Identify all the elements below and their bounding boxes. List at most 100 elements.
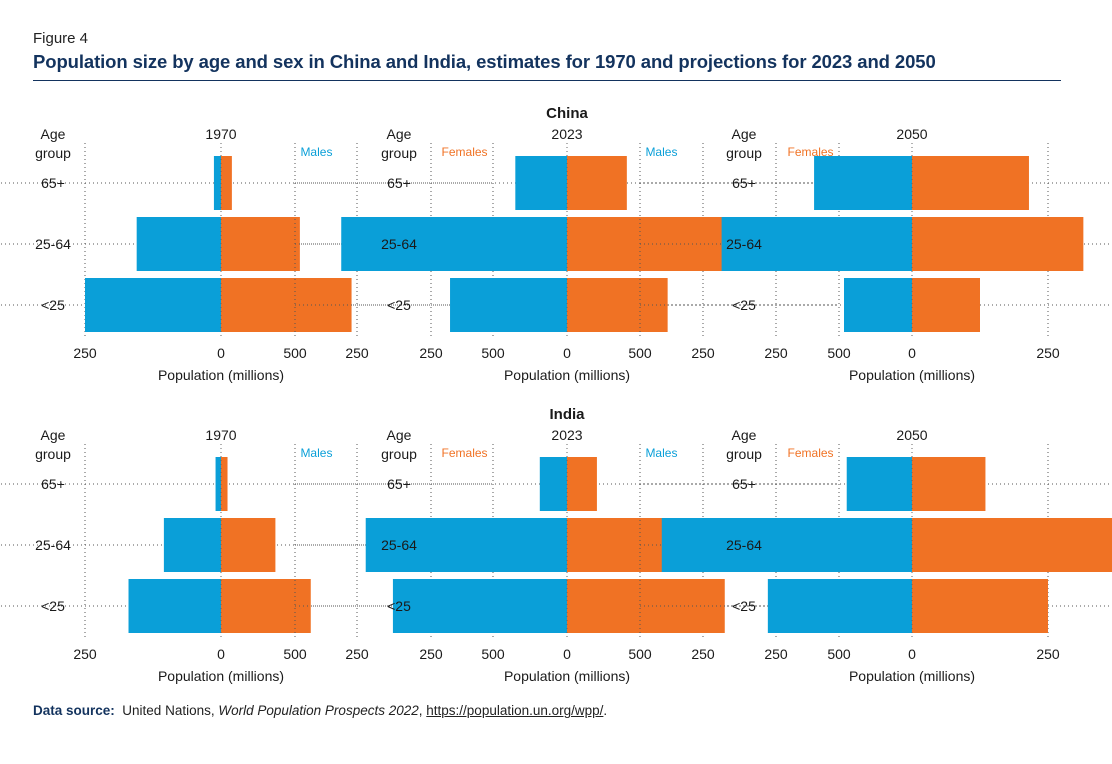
data-source: Data source: United Nations, World Popul… — [33, 703, 607, 718]
india-2050-ylabel-line2: group — [726, 446, 762, 462]
india-2050-x-tick-3: 250 — [1036, 646, 1060, 662]
china-2023-bar-females-0 — [567, 156, 627, 210]
china-1970-ylabel-line2: group — [35, 145, 71, 161]
india-2023-bar-females-2 — [567, 579, 725, 633]
china-2023-x-tick-2: 0 — [563, 345, 571, 361]
india-2023-year-title: 2023 — [551, 427, 582, 443]
china-2050-age-tick-0: 65+ — [732, 175, 756, 191]
india-2023-bar-males-0 — [539, 457, 567, 511]
india-1970-x-tick-1: 250 — [73, 646, 97, 662]
china-1970-x-tick-1: 250 — [73, 345, 97, 361]
india-2050-legend-males: Males — [645, 446, 677, 460]
china-1970-year-title: 1970 — [205, 126, 236, 142]
china-country-heading: China — [546, 105, 588, 122]
india-2050-age-tick-1: 25-64 — [726, 537, 762, 553]
india-1970-bar-females-0 — [221, 457, 228, 511]
india-2050-bar-males-0 — [846, 457, 912, 511]
china-2023-bar-males-2 — [450, 278, 567, 332]
india-1970-bar-males-1 — [163, 518, 221, 572]
india-1970-bar-females-2 — [221, 579, 311, 633]
china-2050-bar-males-0 — [814, 156, 912, 210]
india-2050-bar-males-1 — [661, 518, 912, 572]
china-2023-age-tick-1: 25-64 — [381, 236, 417, 252]
data-source-separator: , — [418, 703, 423, 718]
india-2023-ylabel-line2: group — [381, 446, 417, 462]
india-2023-bar-males-2 — [392, 579, 567, 633]
india-1970-bar-males-2 — [128, 579, 221, 633]
china-1970-age-tick-2: <25 — [41, 297, 65, 313]
india-1970-age-tick-2: <25 — [41, 598, 65, 614]
title-divider — [33, 80, 1061, 81]
india-1970-x-tick-4: 500 — [481, 646, 505, 662]
china-2050-bar-males-1 — [721, 217, 912, 271]
india-2050-x-tick-1: 250 — [764, 646, 788, 662]
india-1970-year-title: 1970 — [205, 427, 236, 443]
china-1970-x-tick-4: 500 — [481, 345, 505, 361]
india-2023-legend-males: Males — [300, 446, 332, 460]
china-2023-ylabel-line2: group — [381, 145, 417, 161]
china-1970-x-tick-3: 250 — [345, 345, 369, 361]
china-2050-age-tick-1: 25-64 — [726, 236, 762, 252]
india-2023-x-tick-1: 250 — [419, 646, 443, 662]
china-1970-legend-females: Females — [442, 145, 488, 159]
china-2023-age-tick-2: <25 — [387, 297, 411, 313]
china-1970-x-tick-2: 0 — [217, 345, 225, 361]
india-1970-legend-females: Females — [442, 446, 488, 460]
china-1970-bar-males-0 — [213, 156, 221, 210]
india-2050-bar-females-1 — [912, 518, 1112, 572]
india-2023-age-tick-1: 25-64 — [381, 537, 417, 553]
china-2023-year-title: 2023 — [551, 126, 582, 142]
india-1970-ylabel-line2: group — [35, 446, 71, 462]
china-1970-xlabel: Population (millions) — [158, 367, 284, 383]
china-2023-legend-females: Females — [788, 145, 834, 159]
china-2023-bar-males-1 — [341, 217, 567, 271]
china-2023-age-tick-0: 65+ — [387, 175, 411, 191]
figure-title: Population size by age and sex in China … — [33, 51, 936, 72]
india-2023-x-tick-0: 500 — [283, 646, 307, 662]
china-2050-bar-females-1 — [912, 217, 1084, 271]
india-1970-bar-females-1 — [221, 518, 276, 572]
india-2023-age-tick-0: 65+ — [387, 476, 411, 492]
data-source-link[interactable]: https://population.un.org/wpp/ — [426, 703, 604, 718]
china-2050-x-tick-3: 250 — [1036, 345, 1060, 361]
india-1970-x-tick-2: 0 — [217, 646, 225, 662]
china-2023-legend-males: Males — [300, 145, 332, 159]
india-2023-legend-females: Females — [788, 446, 834, 460]
china-2023-x-tick-3: 250 — [691, 345, 715, 361]
china-2050-x-tick-0: 500 — [628, 345, 652, 361]
china-2023-x-tick-0: 500 — [283, 345, 307, 361]
data-source-publication: World Population Prospects 2022 — [218, 703, 419, 718]
india-2050-ylabel-line1: Age — [732, 427, 757, 443]
china-2050-bar-males-2 — [844, 278, 912, 332]
china-2023-ylabel-line1: Age — [387, 126, 412, 142]
china-2050-ylabel-line1: Age — [732, 126, 757, 142]
china-1970-bar-males-1 — [136, 217, 221, 271]
china-2050-x-tick-2: 0 — [908, 345, 916, 361]
india-2050-bar-males-2 — [767, 579, 912, 633]
india-1970-bar-males-0 — [215, 457, 221, 511]
china-1970-bar-females-1 — [221, 217, 300, 271]
china-2050-ylabel-line2: group — [726, 145, 762, 161]
china-1970-bar-females-2 — [221, 278, 352, 332]
china-1970-ylabel-line1: Age — [41, 126, 66, 142]
china-2050-xlabel: Population (millions) — [849, 367, 975, 383]
india-1970-xlabel: Population (millions) — [158, 668, 284, 684]
china-2050-year-title: 2050 — [896, 126, 927, 142]
india-2050-x-tick-0: 500 — [628, 646, 652, 662]
india-2023-bar-females-0 — [567, 457, 597, 511]
china-2023-x-tick-4: 500 — [827, 345, 851, 361]
india-2050-bar-females-0 — [912, 457, 986, 511]
china-1970-bar-females-0 — [221, 156, 232, 210]
china-2050-age-tick-2: <25 — [732, 297, 756, 313]
india-country-heading: India — [549, 406, 585, 423]
india-2050-age-tick-2: <25 — [732, 598, 756, 614]
india-2023-x-tick-2: 0 — [563, 646, 571, 662]
india-2050-year-title: 2050 — [896, 427, 927, 443]
india-2023-age-tick-2: <25 — [387, 598, 411, 614]
india-1970-ylabel-line1: Age — [41, 427, 66, 443]
india-2050-bar-females-2 — [912, 579, 1048, 633]
china-1970-age-tick-0: 65+ — [41, 175, 65, 191]
india-2050-age-tick-0: 65+ — [732, 476, 756, 492]
india-2023-x-tick-3: 250 — [691, 646, 715, 662]
